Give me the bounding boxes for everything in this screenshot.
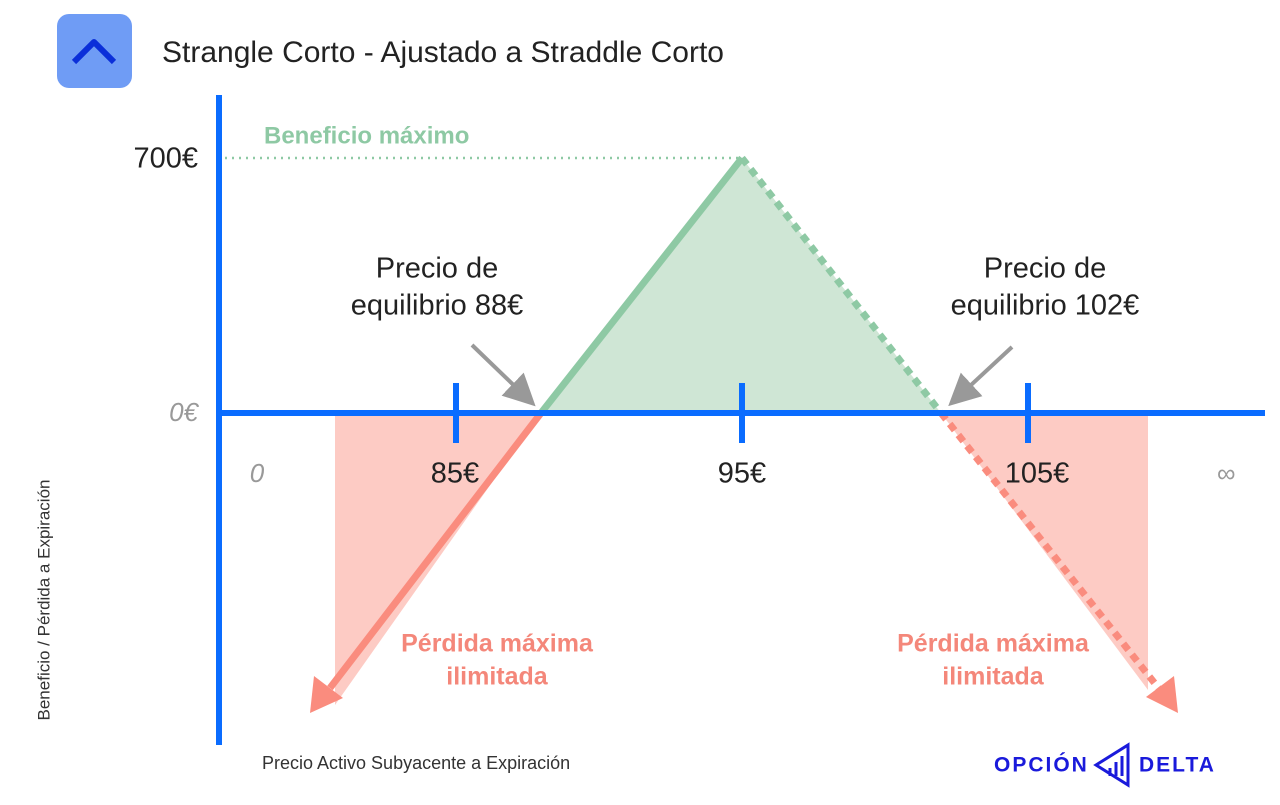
y-axis-title: Beneficio / Pérdida a Expiración <box>34 480 53 721</box>
payoff-line <box>739 155 944 416</box>
x-tick-label: ∞ <box>1217 458 1236 488</box>
logo-text: OPCIÓN <box>994 753 1089 777</box>
pointer-arrow <box>470 343 536 407</box>
max-profit-label: Beneficio máximo <box>264 122 469 149</box>
x-tick-label: 95€ <box>718 458 766 490</box>
arrow-head <box>1146 676 1178 713</box>
x-axis-title: Precio Activo Subyacente a Expiración <box>262 753 570 773</box>
payoff-line <box>538 155 745 416</box>
logo-text: DELTA <box>1139 754 1216 777</box>
logo-icon <box>1108 756 1124 776</box>
logo: OPCIÓN DELTA <box>994 742 1216 788</box>
max-loss-label: Pérdida máxima <box>401 630 594 658</box>
loss-area-left <box>335 413 541 705</box>
x-tick-label: 85€ <box>431 458 479 490</box>
max-loss-label: Pérdida máxima <box>897 630 1090 658</box>
pointer-arrow <box>948 345 1014 407</box>
max-loss-label: ilimitada <box>942 663 1045 691</box>
breakeven-label: equilibrio 102€ <box>951 290 1140 322</box>
logo-icon <box>1093 742 1130 788</box>
profit-area <box>541 158 941 413</box>
title: Strangle Corto - Ajustado a Straddle Cor… <box>162 36 724 69</box>
breakeven-label: equilibrio 88€ <box>351 290 524 322</box>
loss-line <box>938 410 1163 693</box>
y-tick-label: 700€ <box>133 143 198 175</box>
collapse-button[interactable] <box>57 14 132 88</box>
arrow-head <box>310 676 343 713</box>
breakeven-label: Precio de <box>984 253 1107 285</box>
loss-line <box>327 410 544 691</box>
max-loss-label: ilimitada <box>446 663 549 691</box>
y-tick-label: 0€ <box>169 397 199 427</box>
x-tick-label: 105€ <box>1005 458 1070 490</box>
breakeven-label: Precio de <box>376 253 499 285</box>
x-tick-label: 0 <box>250 458 265 488</box>
